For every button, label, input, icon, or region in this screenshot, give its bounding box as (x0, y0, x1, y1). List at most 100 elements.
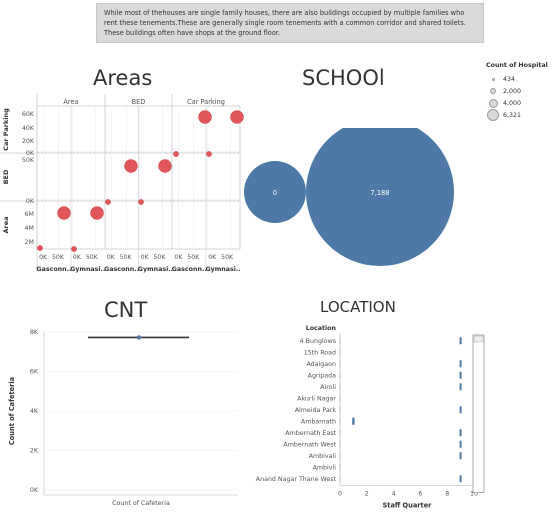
school-chart[interactable]: 0 7,188 (240, 128, 484, 272)
location-label: Ambivli (313, 464, 337, 471)
x-category-label: Count of Cafeteria (112, 500, 170, 507)
column-header: BED (132, 98, 146, 106)
legend-item[interactable]: 6,321 (486, 109, 558, 121)
data-point[interactable] (158, 159, 172, 173)
x-tick-label: 8 (445, 491, 449, 498)
data-point[interactable] (198, 110, 212, 124)
data-point[interactable] (71, 246, 77, 252)
x-tick-label: 0 (338, 491, 342, 498)
location-header: Location (306, 325, 336, 332)
x-tick-label: 0K (107, 254, 116, 261)
y-tick-label: 60K (22, 111, 35, 118)
location-marker[interactable] (459, 440, 462, 448)
x-tick-label: 50K (187, 254, 200, 261)
row-header: Car Parking (2, 108, 10, 151)
data-point[interactable] (57, 206, 71, 220)
school-bubble-7188[interactable] (306, 128, 454, 266)
location-chart[interactable]: Location 4 Bunglows 15th Road Adaigaon Agrip… (244, 318, 544, 520)
location-label: Almeida Park (295, 407, 337, 414)
location-marker[interactable] (459, 429, 462, 437)
caption-note: While most of thehouses are single famil… (96, 3, 484, 43)
x-tick-label: 4 (392, 491, 396, 498)
x-tick-label: 0K (39, 254, 48, 261)
legend-item-label: 6,321 (503, 111, 522, 119)
column-header: Car Parking (187, 98, 225, 106)
school-bubble-label-0: 0 (273, 189, 277, 197)
y-tick-label: 6M (25, 211, 34, 218)
data-point[interactable] (37, 245, 43, 251)
legend-title: Count of Hospital (486, 62, 548, 69)
x-tick-label: 6 (418, 491, 422, 498)
x-tick-label: 50K (52, 254, 65, 261)
location-scrollbar[interactable] (472, 334, 485, 493)
y-tick-label: 40K (22, 125, 35, 132)
location-label: Akurli Nagar (297, 395, 336, 402)
location-scrollbar-thumb[interactable] (473, 335, 484, 343)
location-marker[interactable] (459, 452, 462, 460)
location-label: 4 Bunglows (300, 338, 336, 345)
x-axis-title: Staff Quarter (383, 502, 433, 510)
data-point[interactable] (105, 199, 111, 205)
location-label: Adaigaon (306, 361, 336, 368)
y-tick-label: 0K (30, 487, 39, 494)
category-label: Gasconn.. (172, 266, 207, 273)
location-marker[interactable] (459, 475, 462, 483)
x-tick-label: 0K (141, 254, 150, 261)
data-point[interactable] (90, 206, 104, 220)
x-tick-label: 50K (221, 254, 234, 261)
legend-item[interactable]: 434 (486, 73, 558, 85)
location-marker[interactable] (459, 406, 462, 414)
location-label: Ambivali (309, 453, 337, 460)
category-label: Gymnasi.. (70, 266, 105, 273)
legend-item[interactable]: 4,000 (486, 97, 558, 109)
row-header: Area (2, 216, 10, 233)
cnt-title: CNT (104, 298, 148, 322)
y-tick-label: 2K (30, 448, 39, 455)
school-bubble-label-7188: 7,188 (371, 189, 390, 197)
y-tick-label: 6K (30, 369, 39, 376)
school-title: SCHOOl (302, 66, 385, 90)
location-label: Agripada (308, 372, 336, 379)
location-marker[interactable] (459, 360, 462, 368)
cnt-chart[interactable]: Count of Cafeteria 8K 6K 4K 2K 0K Count of Caf… (0, 322, 244, 518)
category-label: Gasconn.. (104, 266, 139, 273)
category-label: Gasconn.. (36, 266, 71, 273)
data-point[interactable] (138, 199, 144, 205)
location-marker[interactable] (459, 371, 462, 379)
x-tick-label: 10 (470, 491, 478, 498)
location-marker[interactable] (459, 337, 462, 345)
data-point[interactable] (206, 151, 212, 157)
y-axis-title: Count of Cafeteria (8, 377, 16, 445)
y-tick-label: 0K (26, 198, 35, 205)
location-label: Airoli (320, 384, 336, 391)
cafeteria-mark[interactable] (136, 335, 142, 340)
areas-chart[interactable]: Area BED Car Parking Car Parking BED Area 60K 4… (0, 92, 244, 284)
location-label: Ambarnath (301, 418, 336, 425)
legend-size-icon (487, 109, 499, 121)
location-title: LOCATION (320, 298, 396, 316)
data-point[interactable] (124, 159, 138, 173)
data-point[interactable] (173, 151, 179, 157)
x-tick-label: 50K (86, 254, 99, 261)
location-label: Ambernath West (283, 441, 336, 448)
y-tick-label: 4M (25, 225, 34, 232)
legend-item-label: 434 (503, 75, 516, 83)
location-bar[interactable] (352, 417, 355, 425)
y-tick-label: 20K (22, 138, 35, 145)
y-tick-label: 50K (22, 157, 35, 164)
x-tick-label: 0K (174, 254, 183, 261)
school-bubble-0[interactable] (244, 161, 306, 223)
size-legend: Count of Hospital 434 2,000 4,000 6,321 (486, 62, 558, 121)
y-tick-label: 4K (30, 408, 39, 415)
x-tick-label: 50K (120, 254, 133, 261)
areas-title: Areas (93, 66, 153, 90)
data-point[interactable] (230, 110, 244, 124)
category-label: Gymnasi.. (138, 266, 173, 273)
x-tick-label: 0K (208, 254, 217, 261)
legend-item[interactable]: 2,000 (486, 85, 558, 97)
location-marker[interactable] (459, 383, 462, 391)
legend-size-icon (490, 88, 496, 94)
row-header: BED (2, 169, 10, 184)
location-label: 15th Road (304, 349, 336, 356)
column-header: Area (63, 98, 78, 106)
